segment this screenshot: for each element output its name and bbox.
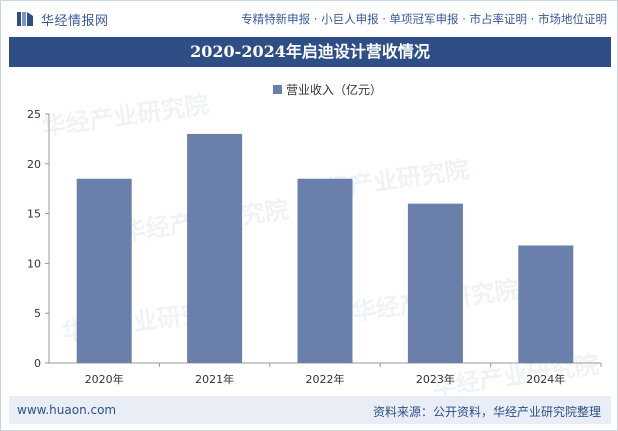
site-url[interactable]: www.huaon.com: [17, 403, 117, 417]
source-note: 资料来源：公开资料，华经产业研究院整理: [372, 405, 601, 419]
chart-title: 2020-2024年启迪设计营收情况: [190, 42, 430, 61]
x-tick-label: 2020年: [85, 372, 124, 386]
logo-text[interactable]: 华经情报网: [41, 14, 109, 29]
y-tick-label: 25: [27, 108, 41, 121]
y-tick-label: 0: [34, 357, 41, 370]
title-bar: 2020-2024年启迪设计营收情况: [9, 37, 611, 67]
x-tick-label: 2022年: [306, 372, 345, 386]
y-tick-label: 15: [27, 208, 41, 221]
bar: [297, 178, 353, 363]
bar: [518, 245, 574, 363]
x-tick-label: 2023年: [416, 372, 455, 386]
bar-chart: 营业收入（亿元） 0 5 10 15 20 25 2020年 2021年 2022年 2023年 20…: [27, 82, 602, 386]
bar: [187, 133, 243, 363]
y-tick-label: 5: [34, 307, 41, 320]
bottom-bar: www.huaon.com 资料来源：公开资料，华经产业研究院整理: [9, 396, 611, 424]
top-links[interactable]: 专精特新申报 · 小巨人申报 · 单项冠军申报 · 市占率证明 · 市场地位证明: [241, 12, 607, 26]
y-tick-label: 10: [27, 257, 41, 270]
bar: [76, 178, 132, 363]
y-tick-label: 20: [27, 158, 41, 171]
x-tick-label: 2021年: [195, 372, 234, 386]
legend-swatch: [273, 85, 282, 94]
x-tick-label: 2024年: [526, 372, 565, 386]
legend-label: 营业收入（亿元）: [286, 82, 382, 97]
logo-icon: [17, 12, 33, 26]
top-bar: 华经情报网 专精特新申报 · 小巨人申报 · 单项冠军申报 · 市占率证明 · …: [1, 1, 617, 35]
bar: [407, 203, 463, 363]
